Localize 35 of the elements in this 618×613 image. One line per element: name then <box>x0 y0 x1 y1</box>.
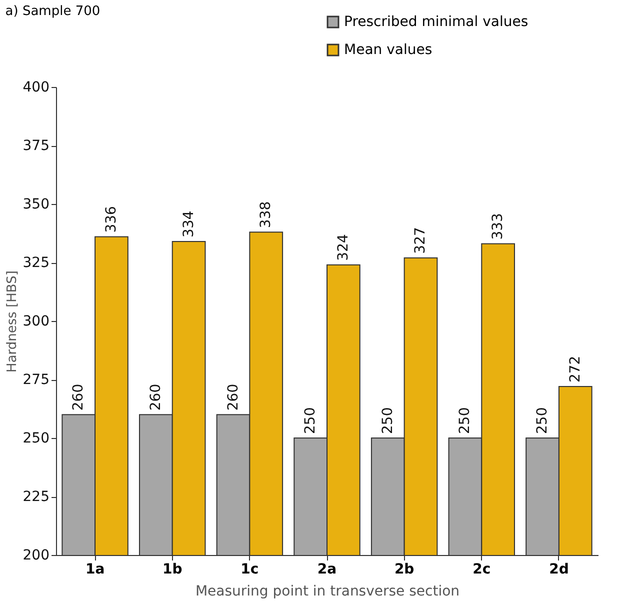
x-tick-label: 1b <box>162 562 182 578</box>
legend-label: Mean values <box>344 42 432 58</box>
data-label: 250 <box>302 407 319 434</box>
x-tick-label: 2a <box>317 562 337 578</box>
y-tick-label: 350 <box>22 196 50 212</box>
data-label: 260 <box>148 384 164 411</box>
y-tick-label: 400 <box>22 80 50 96</box>
y-tick-label: 275 <box>22 372 50 388</box>
y-tick-label: 250 <box>22 430 50 446</box>
y-axis-title: Hardness [HBS] <box>4 270 20 372</box>
data-label: 260 <box>225 384 242 411</box>
x-tick-label: 1c <box>240 562 259 578</box>
legend-label: Prescribed minimal values <box>344 14 528 30</box>
y-tick-label: 225 <box>22 489 50 505</box>
data-label: 324 <box>335 234 352 261</box>
data-label: 250 <box>457 407 474 434</box>
data-label: 250 <box>534 407 551 434</box>
x-tick-label: 1a <box>85 562 105 578</box>
chart-title: a) Sample 700 <box>5 4 100 19</box>
data-label: 333 <box>490 213 506 240</box>
y-tick-label: 300 <box>22 314 50 330</box>
x-axis-title: Measuring point in transverse section <box>195 584 460 600</box>
y-tick-label: 375 <box>22 138 50 154</box>
x-tick-label: 2b <box>394 562 414 578</box>
data-label: 250 <box>380 407 396 434</box>
data-label: 338 <box>258 201 274 228</box>
data-label: 336 <box>103 206 120 233</box>
y-tick-label: 325 <box>22 255 50 271</box>
x-tick-label: 2d <box>549 562 569 578</box>
data-label: 327 <box>412 227 429 254</box>
x-tick-label: 2c <box>472 562 491 578</box>
data-label: 334 <box>180 210 197 238</box>
data-label: 272 <box>567 356 584 383</box>
data-label: 260 <box>70 384 87 411</box>
y-tick-label: 200 <box>22 548 50 564</box>
